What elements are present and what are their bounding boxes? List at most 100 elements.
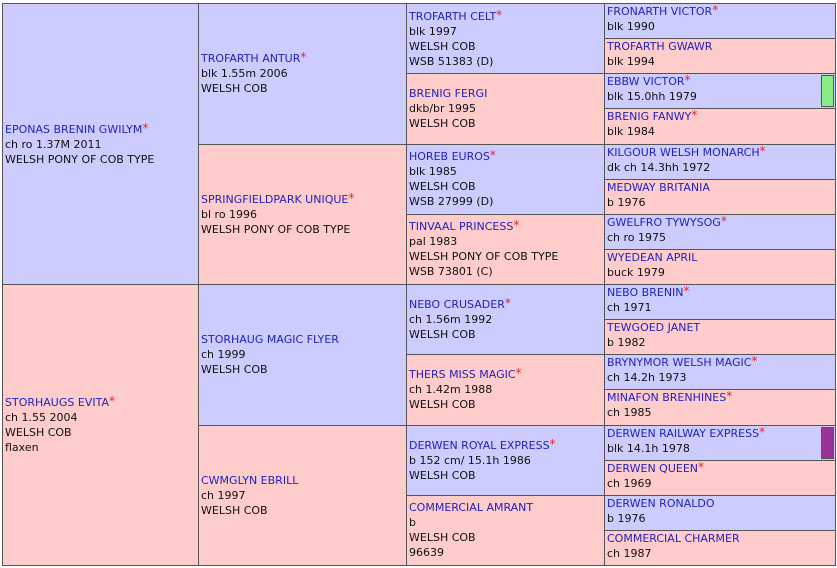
asterisk: * [549, 436, 556, 451]
horse-name: DERWEN RONALDO [607, 496, 715, 510]
horse-cell: BRENIG FANWY* blk 1984 [604, 108, 836, 145]
horse-name: HOREB EUROS [409, 150, 490, 164]
horse-detail: bl ro 1996 [201, 207, 258, 221]
horse-name: CWMGLYN EBRILL [201, 473, 299, 487]
horse-detail: WELSH COB [409, 328, 476, 342]
horse-name-line: SPRINGFIELDPARK UNIQUE* [201, 192, 406, 207]
horse-name: COMMERCIAL AMRANT [409, 501, 534, 515]
horse-name: KILGOUR WELSH MONARCH [607, 145, 760, 159]
horse-cell: DERWEN RONALDO b 1976 [604, 494, 836, 531]
horse-detail: buck 1979 [607, 265, 665, 279]
asterisk: * [513, 218, 520, 233]
horse-name-line: TROFARTH CELT* [409, 9, 604, 24]
horse-cell: DERWEN ROYAL EXPRESS* b 152 cm/ 15.1h 198… [406, 424, 605, 496]
horse-detail: WELSH COB [409, 398, 476, 412]
asterisk: * [712, 3, 719, 17]
horse-detail: WELSH COB [5, 426, 72, 439]
horse-name: BRENIG FANWY [607, 110, 692, 124]
horse-cell: WYEDEAN APRIL buck 1979 [604, 248, 836, 285]
horse-detail: ch 1971 [607, 301, 652, 314]
horse-detail: WELSH PONY OF COB TYPE [409, 250, 559, 264]
horse-name-line: NEBO BRENIN* [607, 285, 835, 300]
horse-detail: ch 1969 [607, 476, 652, 490]
horse-cell: EBBW VICTOR* blk 15.0hh 1979 [604, 73, 836, 110]
asterisk: * [751, 354, 758, 369]
asterisk: * [504, 296, 511, 311]
horse-cell: COMMERCIAL CHARMER ch 1987 [604, 529, 836, 566]
horse-cell: GWELFRO TYWYSOG* ch ro 1975 [604, 213, 836, 250]
color-marker [821, 426, 834, 459]
horse-detail: ch 1.55 2004 [5, 411, 78, 424]
asterisk: * [683, 284, 690, 298]
horse-name-line: BRENIG FANWY* [607, 109, 835, 124]
horse-name-line: TROFARTH GWAWR [607, 39, 835, 54]
horse-detail: b 1982 [607, 336, 646, 350]
asterisk: * [496, 7, 503, 22]
horse-detail: b 152 cm/ 15.1h 1986 [409, 453, 531, 467]
horse-cell: TINVAAL PRINCESS* pal 1983 WELSH PONY OF C… [406, 213, 605, 285]
asterisk: * [759, 424, 766, 439]
horse-name-line: GWELFRO TYWYSOG* [607, 215, 835, 230]
horse-detail: WELSH COB [409, 468, 476, 482]
horse-cell: BRENIG FERGI dkb/br 1995 WELSH COB [406, 73, 605, 145]
horse-detail: dk ch 14.3hh 1972 [607, 160, 711, 174]
horse-name-line: COMMERCIAL CHARMER [607, 531, 835, 546]
horse-cell: STORHAUG MAGIC FLYER ch 1999 WELSH COB [198, 284, 407, 426]
horse-cell: MEDWAY BRITANIA b 1976 [604, 178, 836, 215]
horse-name: TROFARTH ANTUR [201, 52, 301, 66]
horse-name-line: MEDWAY BRITANIA [607, 180, 835, 195]
horse-cell: TROFARTH CELT* blk 1997 WELSH COB WSB 51383… [406, 3, 605, 75]
horse-name-line: CWMGLYN EBRILL [201, 473, 406, 488]
horse-name-line: TINVAAL PRINCESS* [409, 219, 604, 234]
horse-name: THERS MISS MAGIC [409, 368, 516, 382]
horse-name: TEWGOED JANET [607, 321, 701, 335]
horse-detail: b 1976 [607, 195, 646, 209]
horse-cell: TROFARTH ANTUR* blk 1.55m 2006 WELSH COB [198, 3, 407, 145]
horse-name-line: WYEDEAN APRIL [607, 250, 835, 265]
horse-detail: blk 1984 [607, 125, 655, 139]
horse-detail: blk 15.0hh 1979 [607, 90, 697, 104]
horse-detail: pal 1983 [409, 235, 458, 249]
horse-detail: ch 1.56m 1992 [409, 313, 493, 327]
horse-cell: TEWGOED JANET b 1982 [604, 319, 836, 356]
horse-detail: blk 1997 [409, 24, 457, 38]
horse-detail: ch 1985 [607, 406, 652, 420]
color-marker [821, 75, 834, 108]
horse-name-line: DERWEN RONALDO [607, 496, 835, 511]
horse-cell: STORHAUGS EVITA* ch 1.55 2004 WELSH COB fla… [2, 284, 199, 566]
horse-name: TROFARTH CELT [409, 9, 497, 23]
horse-detail: WELSH PONY OF COB TYPE [201, 222, 351, 236]
horse-name: EBBW VICTOR [607, 75, 685, 89]
horse-name: NEBO BRENIN [607, 286, 684, 299]
horse-detail: ch 1999 [201, 348, 246, 362]
horse-name-line: DERWEN QUEEN* [607, 461, 835, 476]
horse-name-line: STORHAUGS EVITA* [5, 395, 198, 410]
horse-name: DERWEN QUEEN [607, 461, 699, 475]
horse-detail: blk 14.1h 1978 [607, 441, 690, 455]
asterisk: * [691, 108, 698, 123]
horse-detail: WELSH COB [409, 180, 476, 194]
horse-detail: WELSH COB [409, 39, 476, 53]
asterisk: * [684, 73, 691, 88]
asterisk: * [720, 213, 727, 228]
horse-cell: CWMGLYN EBRILL ch 1997 WELSH COB [198, 424, 407, 566]
horse-detail: blk 1.55m 2006 [201, 67, 288, 81]
horse-detail: ch ro 1.37M 2011 [5, 137, 102, 151]
horse-name-line: NEBO CRUSADER* [409, 297, 604, 312]
horse-name: DERWEN RAILWAY EXPRESS [607, 426, 760, 440]
horse-cell: TROFARTH GWAWR blk 1994 [604, 38, 836, 75]
asterisk: * [142, 120, 149, 135]
horse-detail: WELSH COB [201, 82, 268, 96]
horse-cell: BRYNYMOR WELSH MAGIC* ch 14.2h 1973 [604, 354, 836, 391]
horse-name-line: BRENIG FERGI [409, 86, 604, 101]
horse-cell: HOREB EUROS* blk 1985 WELSH COB WSB 27999 (… [406, 143, 605, 215]
horse-detail: ch 1.42m 1988 [409, 383, 493, 397]
horse-name: SPRINGFIELDPARK UNIQUE [201, 192, 349, 206]
horse-name: MEDWAY BRITANIA [607, 180, 710, 194]
asterisk: * [348, 190, 355, 205]
asterisk: * [759, 143, 766, 158]
horse-detail: blk 1985 [409, 165, 457, 179]
horse-name-line: KILGOUR WELSH MONARCH* [607, 145, 835, 160]
horse-name: TINVAAL PRINCESS [409, 220, 514, 234]
